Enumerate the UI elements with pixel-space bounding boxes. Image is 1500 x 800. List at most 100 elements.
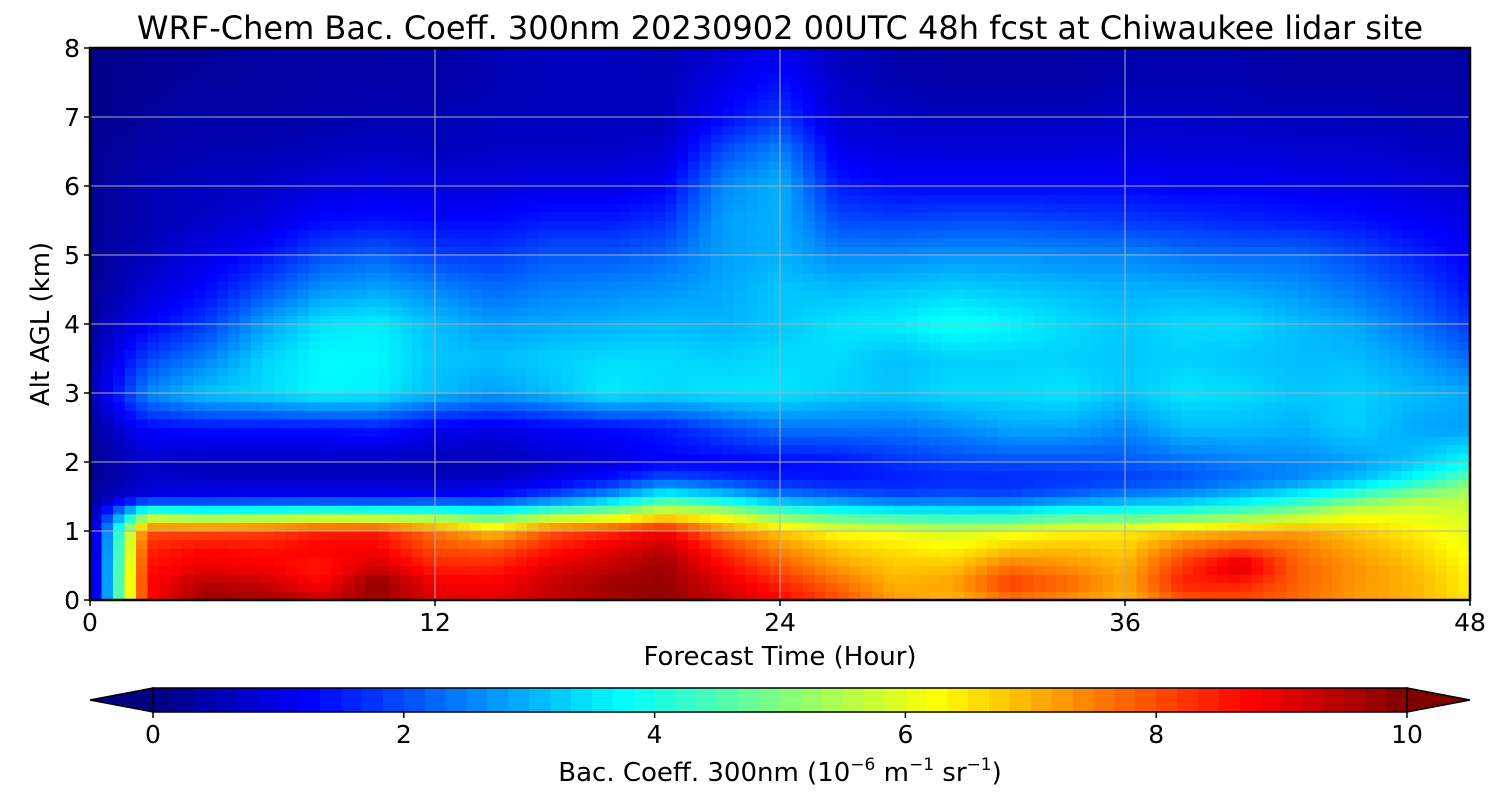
heatmap-cell	[918, 487, 931, 498]
heatmap-cell	[1056, 401, 1069, 411]
heatmap-cell	[1113, 548, 1126, 558]
heatmap-cell	[952, 548, 965, 558]
heatmap-cell	[1228, 496, 1241, 506]
heatmap-cell	[849, 358, 862, 368]
heatmap-cell	[1033, 522, 1046, 532]
heatmap-cell	[607, 324, 620, 334]
heatmap-cell	[619, 246, 632, 256]
heatmap-cell	[941, 246, 954, 256]
heatmap-cell	[1286, 556, 1299, 567]
heatmap-cell	[446, 246, 459, 256]
heatmap-cell	[757, 487, 770, 498]
heatmap-cell	[1366, 289, 1379, 299]
heatmap-cell	[1435, 263, 1448, 273]
heatmap-cell	[1343, 324, 1356, 334]
heatmap-cell	[159, 237, 172, 247]
heatmap-cell	[205, 548, 218, 558]
heatmap-cell	[1159, 453, 1172, 463]
heatmap-cell	[1090, 367, 1103, 377]
heatmap-cell	[90, 306, 103, 316]
heatmap-cell	[688, 255, 701, 265]
heatmap-cell	[1263, 565, 1276, 575]
heatmap-cell	[1079, 496, 1092, 506]
heatmap-cell	[170, 349, 183, 360]
heatmap-cell	[975, 496, 988, 506]
heatmap-cell	[90, 358, 103, 368]
heatmap-cell	[251, 289, 264, 299]
heatmap-cell	[1412, 453, 1425, 463]
heatmap-cell	[780, 582, 793, 592]
heatmap-cell	[906, 574, 919, 584]
heatmap-cell	[354, 255, 367, 265]
heatmap-cell	[1067, 410, 1080, 420]
heatmap-cell	[251, 418, 264, 429]
heatmap-cell	[906, 393, 919, 403]
heatmap-cell	[872, 462, 885, 472]
heatmap-cell	[895, 513, 908, 523]
heatmap-cell	[1251, 272, 1264, 282]
heatmap-cell	[435, 401, 448, 411]
heatmap-cell	[1113, 298, 1126, 308]
heatmap-cell	[734, 522, 747, 532]
heatmap-cell	[389, 548, 402, 558]
heatmap-cell	[1182, 324, 1195, 334]
heatmap-cell	[527, 255, 540, 265]
heatmap-cell	[124, 298, 137, 308]
heatmap-cell	[814, 263, 827, 273]
heatmap-cell	[998, 263, 1011, 273]
heatmap-cell	[1056, 427, 1069, 437]
heatmap-cell	[205, 556, 218, 567]
heatmap-cell	[1125, 315, 1138, 325]
heatmap-cell	[1228, 427, 1241, 437]
heatmap-cell	[205, 349, 218, 360]
heatmap-cell	[113, 436, 126, 446]
heatmap-cell	[814, 410, 827, 420]
heatmap-cell	[446, 531, 459, 541]
heatmap-cell	[1251, 444, 1264, 454]
heatmap-cell	[216, 237, 229, 247]
heatmap-cell	[1125, 582, 1138, 592]
heatmap-cell	[768, 487, 781, 498]
heatmap-cell	[504, 393, 517, 403]
heatmap-cell	[1240, 255, 1253, 265]
heatmap-cell	[366, 280, 379, 291]
heatmap-cell	[711, 358, 724, 368]
heatmap-cell	[1263, 531, 1276, 541]
heatmap-cell	[1435, 505, 1448, 515]
heatmap-cell	[1125, 410, 1138, 420]
heatmap-cell	[1010, 548, 1023, 558]
heatmap-cell	[285, 298, 298, 308]
heatmap-cell	[676, 487, 689, 498]
heatmap-cell	[481, 393, 494, 403]
heatmap-cell	[711, 487, 724, 498]
heatmap-cell	[803, 280, 816, 291]
heatmap-cell	[446, 393, 459, 403]
heatmap-cell	[504, 272, 517, 282]
heatmap-cell	[734, 436, 747, 446]
heatmap-cell	[1228, 453, 1241, 463]
heatmap-cell	[1205, 272, 1218, 282]
heatmap-cell	[1389, 444, 1402, 454]
heatmap-cell	[90, 246, 103, 256]
heatmap-cell	[745, 255, 758, 265]
heatmap-cell	[193, 462, 206, 472]
heatmap-cell	[642, 332, 655, 342]
heatmap-cell	[676, 289, 689, 299]
heatmap-cell	[1447, 505, 1460, 515]
heatmap-cell	[205, 375, 218, 385]
heatmap-cell	[159, 462, 172, 472]
heatmap-cell	[1148, 565, 1161, 575]
heatmap-cell	[331, 418, 344, 429]
heatmap-cell	[895, 393, 908, 403]
heatmap-cell	[630, 531, 643, 541]
heatmap-cell	[504, 427, 517, 437]
heatmap-cell	[803, 565, 816, 575]
heatmap-cell	[964, 289, 977, 299]
heatmap-cell	[987, 349, 1000, 360]
heatmap-cell	[1113, 393, 1126, 403]
heatmap-cell	[113, 384, 126, 394]
heatmap-cell	[538, 401, 551, 411]
heatmap-cell	[952, 393, 965, 403]
heatmap-cell	[1090, 358, 1103, 368]
heatmap-cell	[101, 487, 114, 498]
